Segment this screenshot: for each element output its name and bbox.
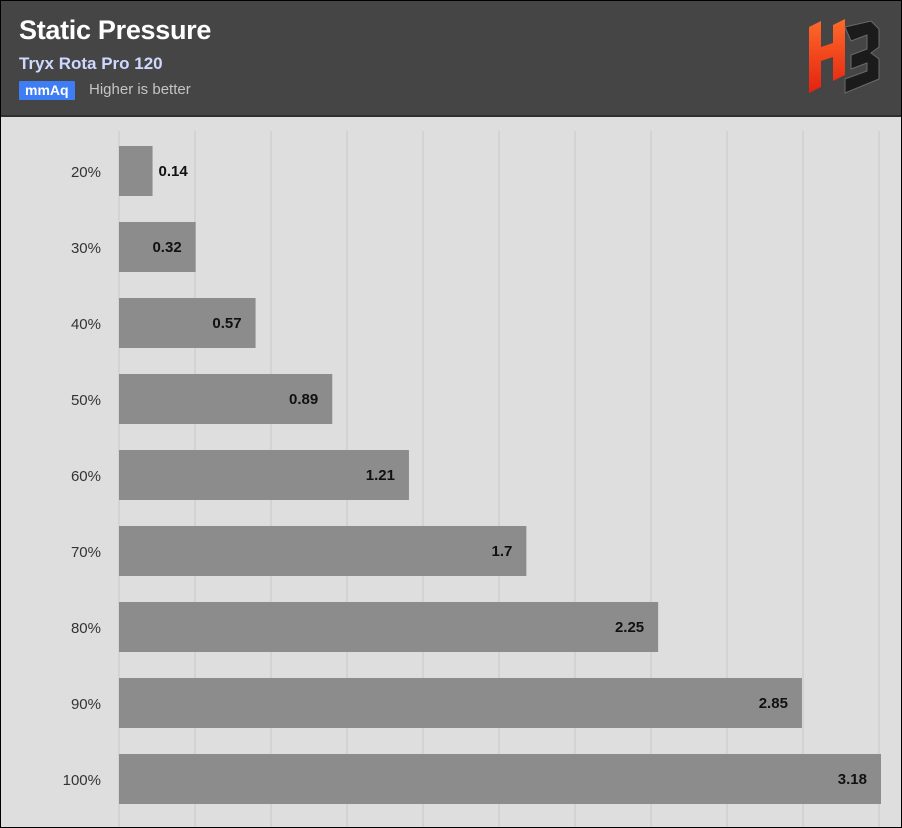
bar <box>119 602 659 652</box>
bar <box>119 526 527 576</box>
value-label: 0.32 <box>152 239 181 256</box>
value-label: 1.21 <box>366 467 395 484</box>
higher-is-better-note: Higher is better <box>89 81 191 98</box>
bar <box>119 146 153 196</box>
bar <box>119 678 802 728</box>
value-label: 1.7 <box>491 543 512 560</box>
category-label: 20% <box>71 164 101 181</box>
category-label: 80% <box>71 620 101 637</box>
value-label: 0.57 <box>212 315 241 332</box>
bar <box>119 450 409 500</box>
category-label: 60% <box>71 468 101 485</box>
chart-header: Static Pressure Tryx Rota Pro 120 mmAq H… <box>1 1 901 117</box>
value-label: 0.14 <box>159 163 189 180</box>
category-label: 30% <box>71 240 101 257</box>
bar <box>119 754 881 804</box>
value-label: 2.85 <box>759 695 788 712</box>
bar <box>119 298 256 348</box>
bar-chart: 20% 0.14 30% 0.32 40% 0.57 50% 0.89 60% 1.21 70% 1.… <box>63 131 881 827</box>
category-label: 90% <box>71 696 101 713</box>
category-label: 70% <box>71 544 101 561</box>
bar <box>119 374 333 424</box>
category-label: 100% <box>63 772 101 789</box>
bar <box>119 222 196 272</box>
category-label: 40% <box>71 316 101 333</box>
value-label: 0.89 <box>289 391 318 408</box>
chart-subtitle: Tryx Rota Pro 120 <box>19 54 163 73</box>
chart-title: Static Pressure <box>19 15 212 45</box>
category-label: 50% <box>71 392 101 409</box>
unit-badge: mmAq <box>19 81 75 100</box>
value-label: 2.25 <box>615 619 644 636</box>
value-label: 3.18 <box>838 771 867 788</box>
hb-logo-icon <box>809 19 880 94</box>
